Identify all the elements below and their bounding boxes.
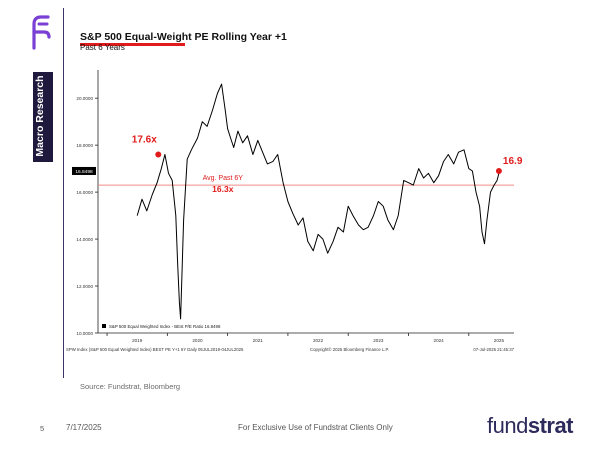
y-tick-label: 20.0000 [76,96,93,101]
fundstrat-logo-icon [32,15,51,50]
chart-footer-mid: Copyright© 2025 Bloomberg Finance L.P. [310,347,389,352]
y-tick-label: 18.0000 [76,143,93,148]
chart-footer-right: 07-Jul-2025 21:45:37 [473,347,514,352]
source-note: Source: Fundstrat, Bloomberg [80,382,181,391]
y-tick-label: 14.0000 [76,237,93,242]
chart-title: S&P 500 Equal-Weight PE Rolling Year +1 [80,31,287,43]
footer-date: 7/17/2025 [66,423,102,432]
x-tick-label: 2019 [132,338,143,343]
y-tick-label: 12.0000 [76,284,93,289]
divider-line [63,8,64,378]
average-label: Avg. Past 6Y [203,175,244,182]
y-tick-label: 16.0000 [76,190,93,195]
x-tick-label: 2023 [373,338,384,343]
x-tick-label: 2024 [434,338,445,343]
side-band [33,72,53,162]
y-tick-label: 10.0000 [76,331,93,336]
x-tick-label: 2025 [494,338,505,343]
legend-label: S&P 500 Equal Weighted Index - BEst P/E … [109,324,221,329]
average-value-label: 16.3x [212,184,234,194]
legend-swatch [102,324,106,328]
x-tick-label: 2022 [313,338,324,343]
title-underline [80,43,185,46]
chart-footer-left: SPW Index (S&P 500 Equal Weighted Index)… [66,347,244,352]
annotation-label: 17.6x [132,135,157,146]
annotation-marker [155,151,162,158]
side-label: Macro Research [34,75,46,157]
annotation-marker [495,167,502,174]
x-tick-label: 2020 [192,338,203,343]
pe-series-line [136,83,500,320]
annotation-label: 16.9x [503,156,522,167]
last-value-label: 16.8498 [75,169,93,175]
brand-light: fund [487,413,528,438]
pe-chart: 10.0000 12.0000 14.0000 16.0000 18.0000 20.00… [66,70,522,352]
brand-bold: strat [527,413,574,438]
brand-logo: fundstrat [487,413,574,439]
page-number: 5 [40,424,45,433]
x-tick-label: 2021 [253,338,264,343]
footer-note: For Exclusive Use of Fundstrat Clients O… [238,423,393,432]
last-value-box [72,166,96,175]
chart-subtitle: Past 6 Years [80,43,125,52]
